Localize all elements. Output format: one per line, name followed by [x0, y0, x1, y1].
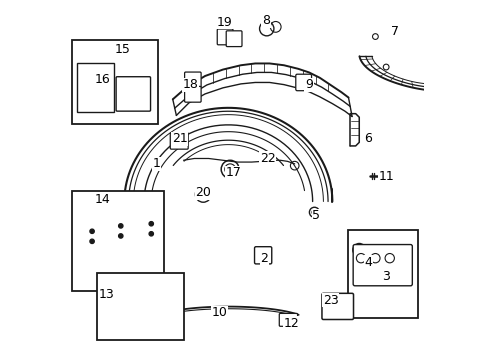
FancyBboxPatch shape	[170, 133, 188, 149]
Text: 13: 13	[99, 288, 114, 301]
Bar	[77, 63, 114, 112]
Text: 17: 17	[225, 166, 241, 179]
Text: 4: 4	[364, 256, 371, 269]
FancyBboxPatch shape	[184, 72, 201, 88]
Text: 2: 2	[260, 252, 267, 265]
Text: 23: 23	[322, 294, 338, 307]
Text: 1: 1	[152, 157, 160, 170]
FancyBboxPatch shape	[184, 86, 201, 102]
Text: 10: 10	[211, 306, 227, 319]
Text: 6: 6	[364, 132, 371, 145]
Text: 20: 20	[195, 186, 211, 199]
Circle shape	[119, 224, 122, 228]
Circle shape	[90, 239, 94, 243]
Text: 11: 11	[378, 170, 393, 183]
Circle shape	[149, 231, 153, 236]
FancyBboxPatch shape	[321, 293, 353, 319]
Text: 12: 12	[283, 317, 298, 330]
Bar	[348, 230, 418, 318]
Bar	[72, 191, 163, 291]
FancyBboxPatch shape	[116, 77, 150, 111]
FancyBboxPatch shape	[226, 31, 242, 46]
Text: 8: 8	[262, 14, 269, 27]
Circle shape	[149, 222, 153, 226]
Text: 7: 7	[390, 25, 398, 38]
FancyBboxPatch shape	[352, 244, 411, 286]
Bar	[97, 273, 183, 339]
Text: 18: 18	[183, 78, 198, 91]
Circle shape	[119, 234, 122, 238]
Text: 9: 9	[305, 78, 312, 91]
FancyBboxPatch shape	[254, 247, 271, 264]
FancyBboxPatch shape	[217, 29, 233, 45]
FancyBboxPatch shape	[279, 314, 297, 326]
Text: 19: 19	[217, 16, 232, 29]
Text: 14: 14	[95, 193, 110, 206]
FancyBboxPatch shape	[295, 74, 311, 91]
Circle shape	[90, 229, 94, 233]
Text: 22: 22	[260, 152, 275, 165]
Text: 21: 21	[172, 132, 187, 145]
Text: 16: 16	[95, 73, 110, 86]
Bar	[72, 40, 158, 125]
Text: 5: 5	[311, 210, 320, 222]
Text: 3: 3	[382, 270, 389, 283]
Text: 15: 15	[114, 42, 130, 55]
